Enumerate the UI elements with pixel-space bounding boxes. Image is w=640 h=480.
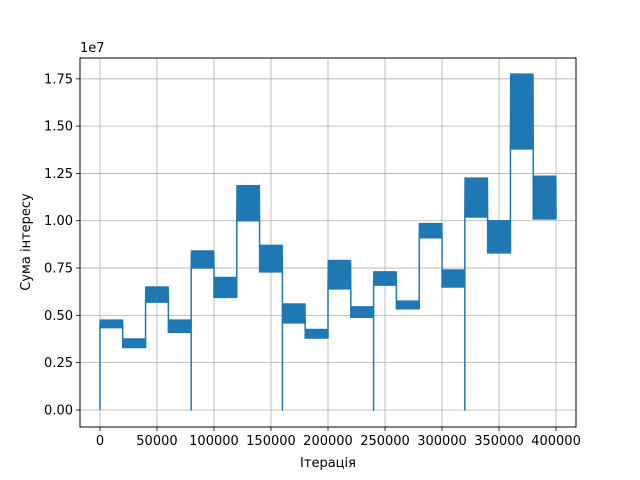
y-tick-label: 1.00 [44, 214, 73, 229]
y-tick-label: 0.75 [44, 262, 73, 277]
x-tick-label: 0 [96, 434, 104, 449]
y-tick-label: 0.25 [44, 356, 73, 371]
x-tick-label: 200000 [303, 434, 353, 449]
y-tick-label: 0.00 [44, 403, 73, 418]
y-offset-label: 1e7 [80, 41, 105, 56]
series-path [99, 73, 557, 411]
x-tick-label: 150000 [246, 434, 296, 449]
x-tick-label: 100000 [189, 434, 239, 449]
x-tick-label: 350000 [474, 434, 524, 449]
y-axis-title: Сума інтересу [19, 193, 34, 291]
x-tick-label: 50000 [136, 434, 177, 449]
x-tick-label: 300000 [417, 434, 467, 449]
x-tick-label: 250000 [360, 434, 410, 449]
x-tick-label: 400000 [531, 434, 581, 449]
y-tick-label: 1.50 [44, 120, 73, 135]
y-tick-label: 1.25 [44, 167, 73, 182]
x-axis-title: Ітерація [300, 456, 356, 471]
y-tick-label: 1.75 [44, 72, 73, 87]
y-tick-label: 0.50 [44, 309, 73, 324]
series-line [99, 73, 557, 411]
axis-ticks: 0 50000 100000 150000 200000 250000 300000 3500… [44, 72, 581, 449]
